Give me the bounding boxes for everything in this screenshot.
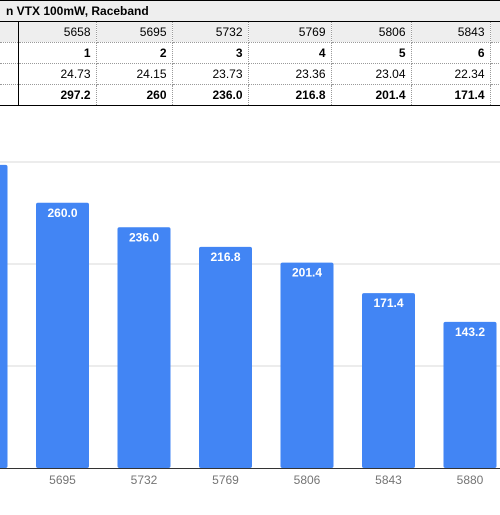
total-cell[interactable]: 201.4 — [331, 84, 412, 106]
total-cell[interactable]: 297.2 — [18, 84, 97, 106]
row-gutter[interactable] — [0, 21, 19, 43]
empty-cell[interactable] — [490, 42, 500, 64]
channel-cell[interactable]: 5 — [331, 42, 412, 64]
channel-cell[interactable]: 3 — [172, 42, 249, 64]
value-cell[interactable]: 24.15 — [96, 63, 173, 85]
row-gutter[interactable] — [0, 84, 19, 106]
sheet-title[interactable]: n VTX 100mW, Raceband — [0, 0, 500, 22]
bar[interactable] — [36, 202, 89, 469]
spreadsheet: n VTX 100mW, Raceband 5658 5695 5732 576… — [0, 0, 500, 106]
bar-value-label: 260.0 — [47, 206, 77, 220]
channel-cell[interactable]: 4 — [248, 42, 332, 64]
x-tick-label: 5695 — [49, 473, 76, 487]
total-row: 297.2 260 236.0 216.8 201.4 171.4 — [0, 84, 500, 106]
bar-value-label: 236.0 — [129, 230, 159, 244]
bar-value-label: 201.4 — [292, 266, 322, 280]
value-cell[interactable]: 24.73 — [18, 63, 97, 85]
bar[interactable] — [362, 293, 415, 468]
bar-value-label: 171.4 — [373, 296, 403, 310]
value-cell[interactable]: 23.73 — [172, 63, 249, 85]
frequency-cell[interactable]: 5843 — [411, 21, 491, 43]
bar[interactable] — [199, 246, 252, 468]
channel-cell[interactable]: 2 — [96, 42, 173, 64]
empty-cell[interactable] — [490, 21, 500, 43]
value-cell[interactable]: 23.04 — [331, 63, 412, 85]
bar[interactable] — [280, 262, 334, 468]
frequency-cell[interactable]: 5732 — [172, 21, 249, 43]
x-tick-label: 5843 — [375, 473, 402, 487]
bars — [0, 164, 497, 469]
frequency-cell[interactable]: 5806 — [331, 21, 412, 43]
bar-value-label: 216.8 — [210, 250, 240, 264]
channel-row: 1 2 3 4 5 6 — [0, 42, 500, 64]
row-gutter[interactable] — [0, 42, 19, 64]
x-tick-label: 5769 — [212, 473, 239, 487]
bar-value-label: 143.2 — [455, 325, 485, 339]
x-tick-label: 5732 — [131, 473, 158, 487]
value-cell[interactable]: 23.36 — [248, 63, 332, 85]
x-tick-label: 5806 — [294, 473, 321, 487]
frequency-row: 5658 5695 5732 5769 5806 5843 — [0, 21, 500, 43]
x-tick-label: 5880 — [457, 473, 484, 487]
empty-cell[interactable] — [490, 63, 500, 85]
bar[interactable] — [0, 164, 8, 468]
row-gutter[interactable] — [0, 63, 19, 85]
x-tick-labels: 5695 5732 5769 5806 5843 5880 — [49, 473, 484, 487]
total-cell[interactable]: 236.0 — [172, 84, 249, 106]
frequency-cell[interactable]: 5658 — [18, 21, 97, 43]
data-table: n VTX 100mW, Raceband 5658 5695 5732 576… — [0, 0, 500, 106]
value-cell[interactable]: 22.34 — [411, 63, 491, 85]
channel-cell[interactable]: 1 — [18, 42, 97, 64]
bar[interactable] — [117, 227, 171, 468]
bar[interactable] — [443, 321, 497, 468]
total-cell[interactable]: 260 — [96, 84, 173, 106]
total-cell[interactable]: 171.4 — [411, 84, 491, 106]
empty-cell[interactable] — [490, 84, 500, 106]
title-row: n VTX 100mW, Raceband — [0, 0, 500, 22]
value-row: 24.73 24.15 23.73 23.36 23.04 22.34 — [0, 63, 500, 85]
total-cell[interactable]: 216.8 — [248, 84, 332, 106]
frequency-cell[interactable]: 5769 — [248, 21, 332, 43]
frequency-cell[interactable]: 5695 — [96, 21, 173, 43]
channel-cell[interactable]: 6 — [411, 42, 491, 64]
